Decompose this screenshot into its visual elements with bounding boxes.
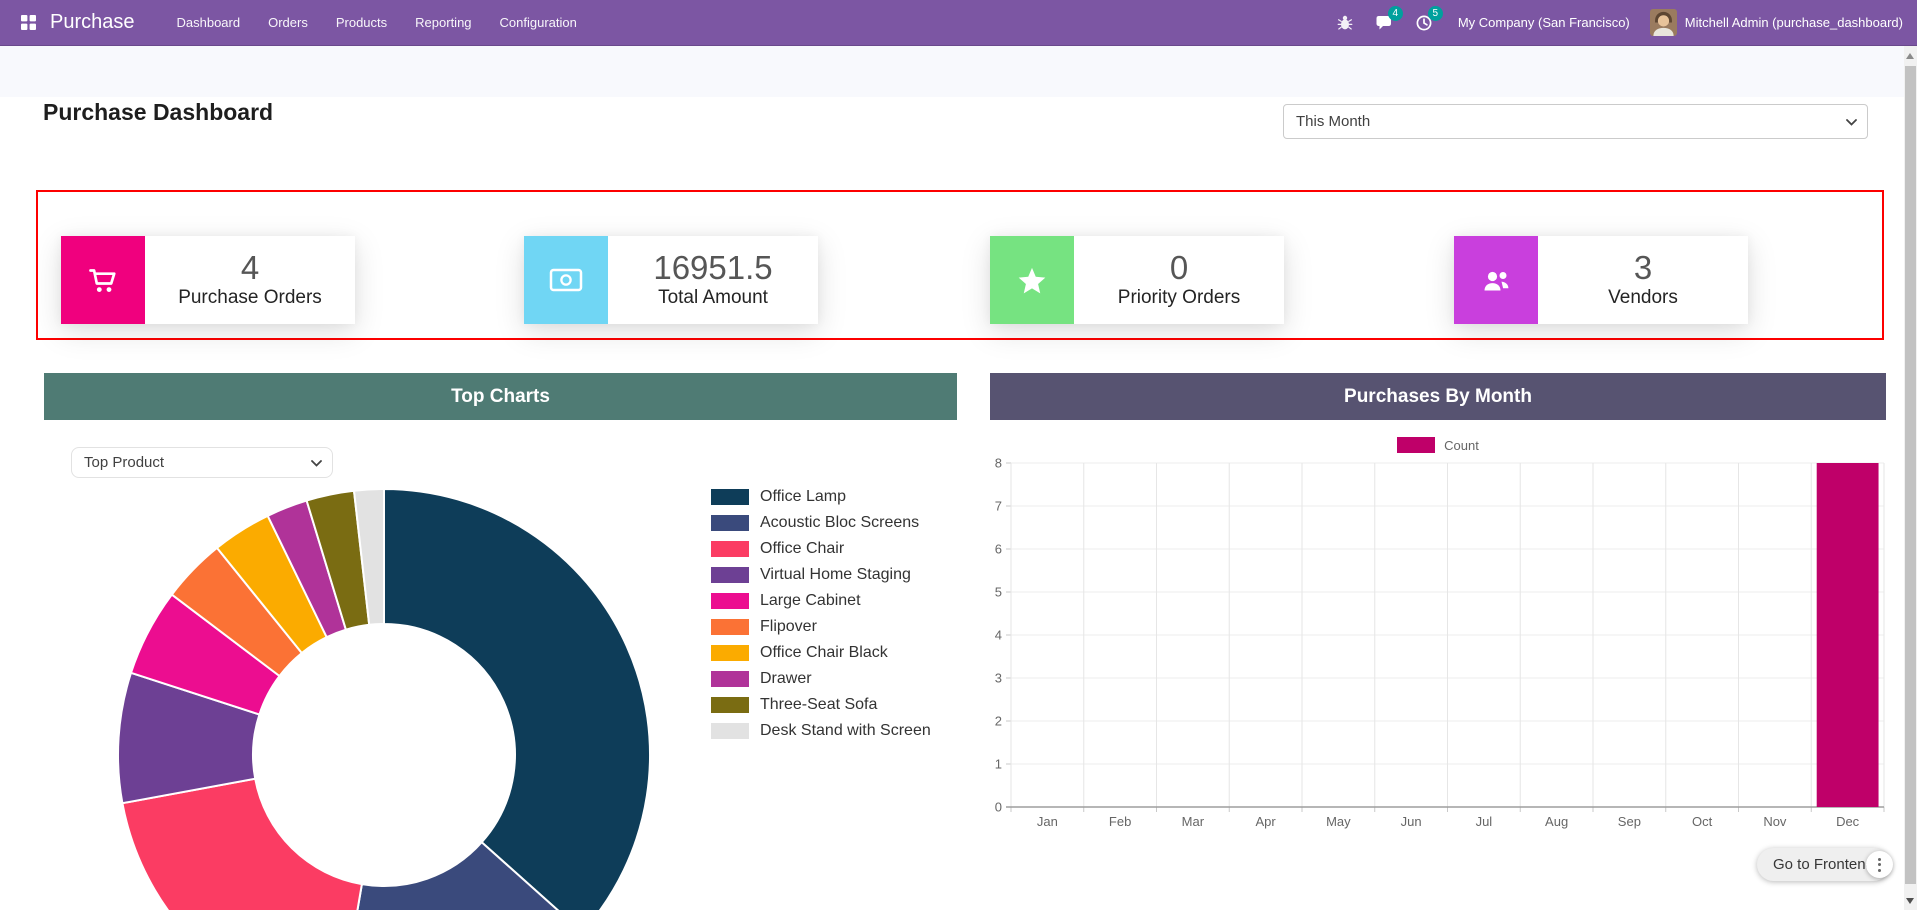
legend-item[interactable]: Large Cabinet [711,593,931,609]
scrollbar-thumb[interactable] [1905,66,1916,884]
x-tick-label: Apr [1256,814,1277,829]
kpi-label: Purchase Orders [178,287,322,309]
legend-swatch [711,541,749,557]
menu-item-reporting[interactable]: Reporting [401,0,485,45]
x-tick-label: Oct [1692,814,1713,829]
users-icon [1454,236,1538,324]
messages-badge: 4 [1388,6,1403,21]
kpi-card-purchase-orders[interactable]: 4 Purchase Orders [61,236,355,324]
purchases-by-month-header: Purchases By Month [990,373,1886,420]
menu-item-orders[interactable]: Orders [254,0,322,45]
legend-label: Count [1444,438,1479,453]
y-tick-label: 4 [995,628,1002,643]
activities-clock-icon[interactable]: 5 [1404,0,1444,46]
y-tick-label: 2 [995,714,1002,729]
y-tick-label: 5 [995,585,1002,600]
legend-item[interactable]: Acoustic Bloc Screens [711,515,931,531]
legend-swatch [711,671,749,687]
legend-item[interactable]: Drawer [711,671,931,687]
user-menu[interactable]: Mitchell Admin (purchase_dashboard) [1685,15,1903,30]
legend-item[interactable]: Office Chair Black [711,645,931,661]
menu-item-products[interactable]: Products [322,0,401,45]
x-tick-label: Mar [1182,814,1205,829]
y-tick-label: 8 [995,456,1002,471]
legend-swatch [711,723,749,739]
menu-item-dashboard[interactable]: Dashboard [163,0,255,45]
legend-swatch [711,515,749,531]
x-tick-label: Jul [1476,814,1493,829]
kpi-value: 3 [1634,251,1652,285]
control-panel-strip [0,46,1904,97]
kpi-card-priority-orders[interactable]: 0 Priority Orders [990,236,1284,324]
legend-swatch [711,697,749,713]
legend-item[interactable]: Flipover [711,619,931,635]
cart-icon [61,236,145,324]
legend-item[interactable]: Virtual Home Staging [711,567,931,583]
legend-swatch [1397,437,1435,453]
money-icon [524,236,608,324]
y-tick-label: 0 [995,800,1002,815]
vertical-scrollbar [1904,46,1917,910]
x-tick-label: May [1326,814,1351,829]
donut-slice-office-lamp[interactable] [384,489,650,910]
bar-chart[interactable]: 0 1 2 3 4 5 6 7 8 Jan Feb Mar Apr May Jun Jul Aug Sep Oct N… [990,455,1886,837]
y-tick-label: 7 [995,499,1002,514]
legend-swatch [711,593,749,609]
chart-type-value: Top Product [84,454,164,471]
legend-swatch [711,645,749,661]
bar-legend[interactable]: Count [990,437,1886,453]
chevron-down-icon [311,460,322,467]
company-switcher[interactable]: My Company (San Francisco) [1458,15,1630,30]
kpi-value: 0 [1170,251,1188,285]
y-tick-label: 3 [995,671,1002,686]
star-icon [990,236,1074,324]
bar-Dec[interactable] [1817,463,1879,807]
x-tick-label: Feb [1109,814,1131,829]
scroll-down-arrow[interactable] [1906,898,1914,904]
top-navbar: Purchase Dashboard Orders Products Repor… [0,0,1917,46]
kpi-value: 16951.5 [653,251,772,285]
chevron-down-icon [1846,119,1857,126]
legend-item[interactable]: Office Chair [711,541,931,557]
legend-swatch [711,567,749,583]
x-tick-label: Jun [1401,814,1422,829]
apps-menu-icon[interactable] [14,0,42,46]
donut-slice-office-chair[interactable] [122,779,362,910]
page-title: Purchase Dashboard [43,99,273,126]
top-charts-header: Top Charts [44,373,957,420]
x-tick-label: Dec [1836,814,1860,829]
legend-swatch [711,619,749,635]
kpi-row: 4 Purchase Orders 16951.5 Total Amount 0… [36,190,1884,340]
x-tick-label: Nov [1763,814,1787,829]
scroll-up-arrow[interactable] [1906,53,1914,59]
x-tick-label: Jan [1037,814,1058,829]
kpi-card-vendors[interactable]: 3 Vendors [1454,236,1748,324]
chart-type-select[interactable]: Top Product [71,447,333,478]
messages-icon[interactable]: 4 [1364,0,1404,46]
kpi-card-total-amount[interactable]: 16951.5 Total Amount [524,236,818,324]
kebab-menu-icon[interactable] [1866,851,1893,878]
x-tick-label: Aug [1545,814,1568,829]
legend-item[interactable]: Desk Stand with Screen [711,723,931,739]
debug-bug-icon[interactable] [1326,0,1364,46]
x-tick-label: Sep [1618,814,1641,829]
y-tick-label: 1 [995,757,1002,772]
legend-swatch [711,489,749,505]
app-brand[interactable]: Purchase [50,11,135,34]
legend-item[interactable]: Office Lamp [711,489,931,505]
y-tick-label: 6 [995,542,1002,557]
menu-item-configuration[interactable]: Configuration [486,0,591,45]
kpi-value: 4 [241,251,259,285]
user-avatar[interactable] [1650,9,1677,36]
activities-badge: 5 [1428,6,1443,21]
donut-legend: Office Lamp Acoustic Bloc Screens Office… [711,489,931,749]
kpi-label: Vendors [1608,287,1678,309]
legend-item[interactable]: Three-Seat Sofa [711,697,931,713]
kpi-label: Total Amount [658,287,768,309]
period-filter-select[interactable]: This Month [1283,104,1868,139]
kpi-label: Priority Orders [1118,287,1240,309]
main-menu: Dashboard Orders Products Reporting Conf… [163,0,591,45]
period-filter-value: This Month [1296,113,1370,130]
